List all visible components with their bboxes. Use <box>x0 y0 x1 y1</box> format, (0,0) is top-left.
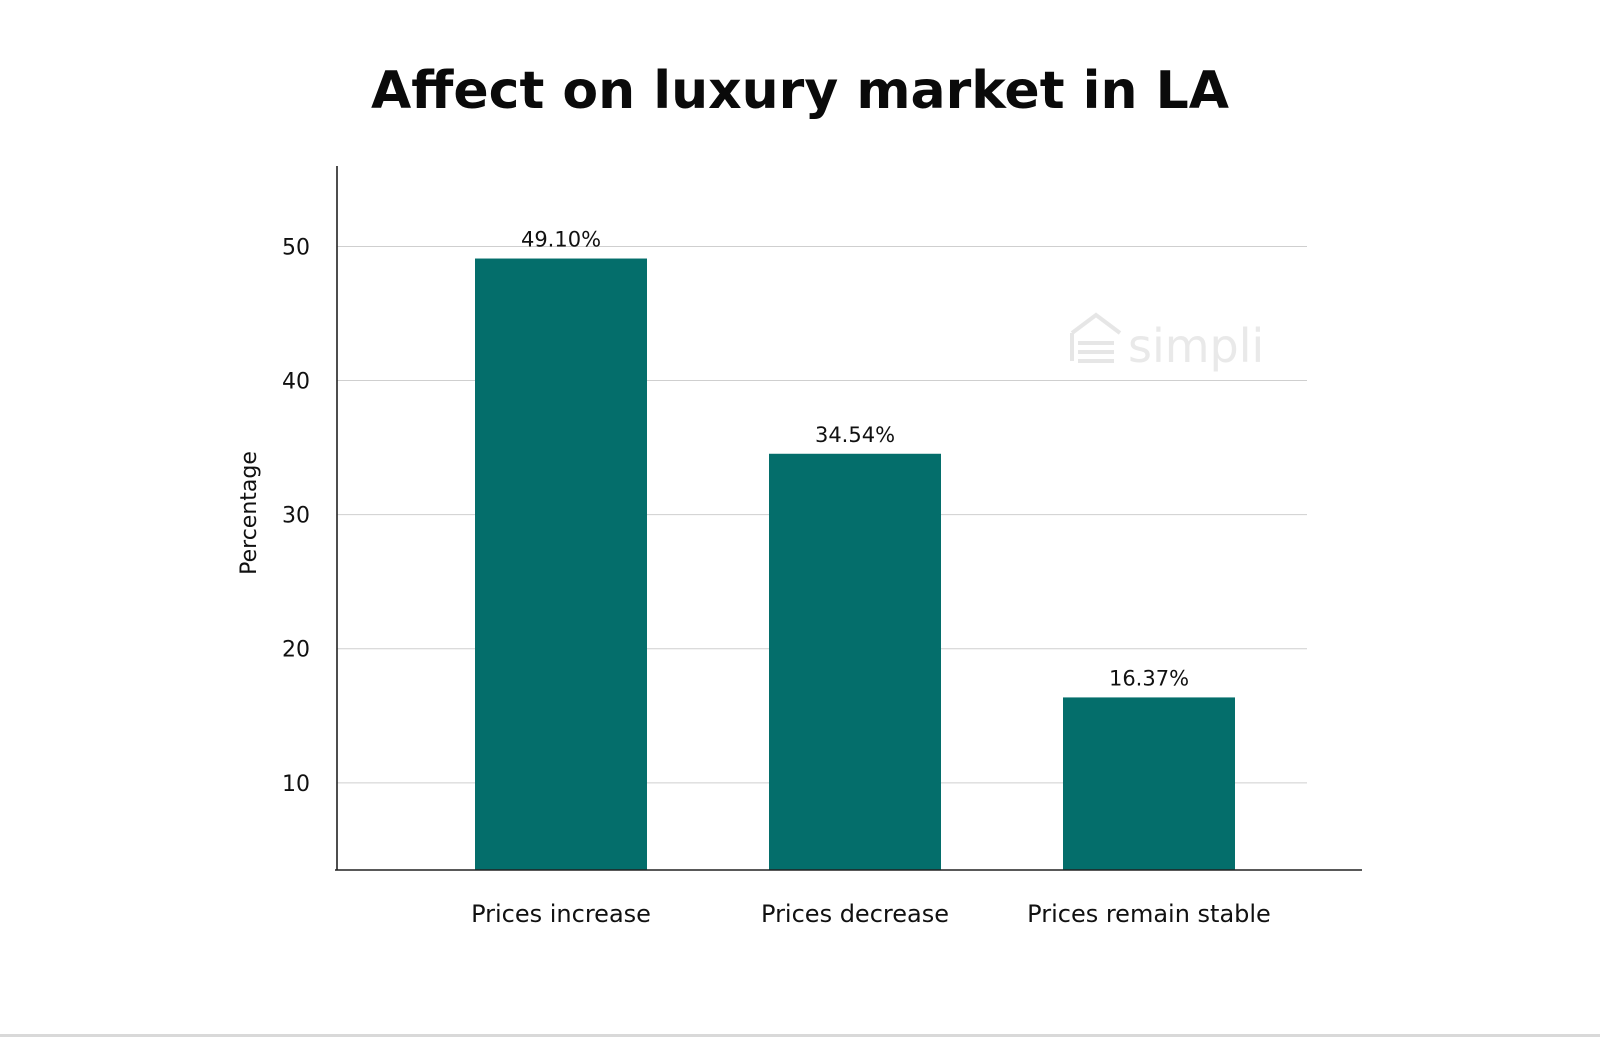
data-label: 34.54% <box>815 423 895 447</box>
chart-title: Affect on luxury market in LA <box>371 61 1229 121</box>
y-tick-label: 20 <box>282 638 310 663</box>
house-lines-icon <box>1070 312 1122 363</box>
x-tick-label: Prices decrease <box>761 900 949 928</box>
watermark-text: simpli <box>1128 319 1264 373</box>
bar <box>475 258 647 870</box>
y-tick-label: 10 <box>282 772 310 797</box>
labels: 10 20 30 40 50 49.10% Prices increase 34.54% Pri… <box>282 228 1271 928</box>
y-tick-label: 50 <box>282 235 310 260</box>
x-tick-label: Prices remain stable <box>1027 900 1271 928</box>
data-label: 16.37% <box>1109 666 1189 690</box>
x-tick-label: Prices increase <box>471 900 651 928</box>
bottom-divider <box>0 1034 1600 1037</box>
y-tick-label: 40 <box>282 370 310 395</box>
y-axis-title: Percentage <box>237 451 262 575</box>
axes <box>335 166 1362 871</box>
data-label: 49.10% <box>521 228 601 252</box>
bars <box>475 258 1235 870</box>
y-tick-label: 30 <box>282 504 310 529</box>
bar <box>769 453 941 870</box>
watermark-logo: simpli <box>1070 312 1264 373</box>
bar <box>1063 697 1235 870</box>
